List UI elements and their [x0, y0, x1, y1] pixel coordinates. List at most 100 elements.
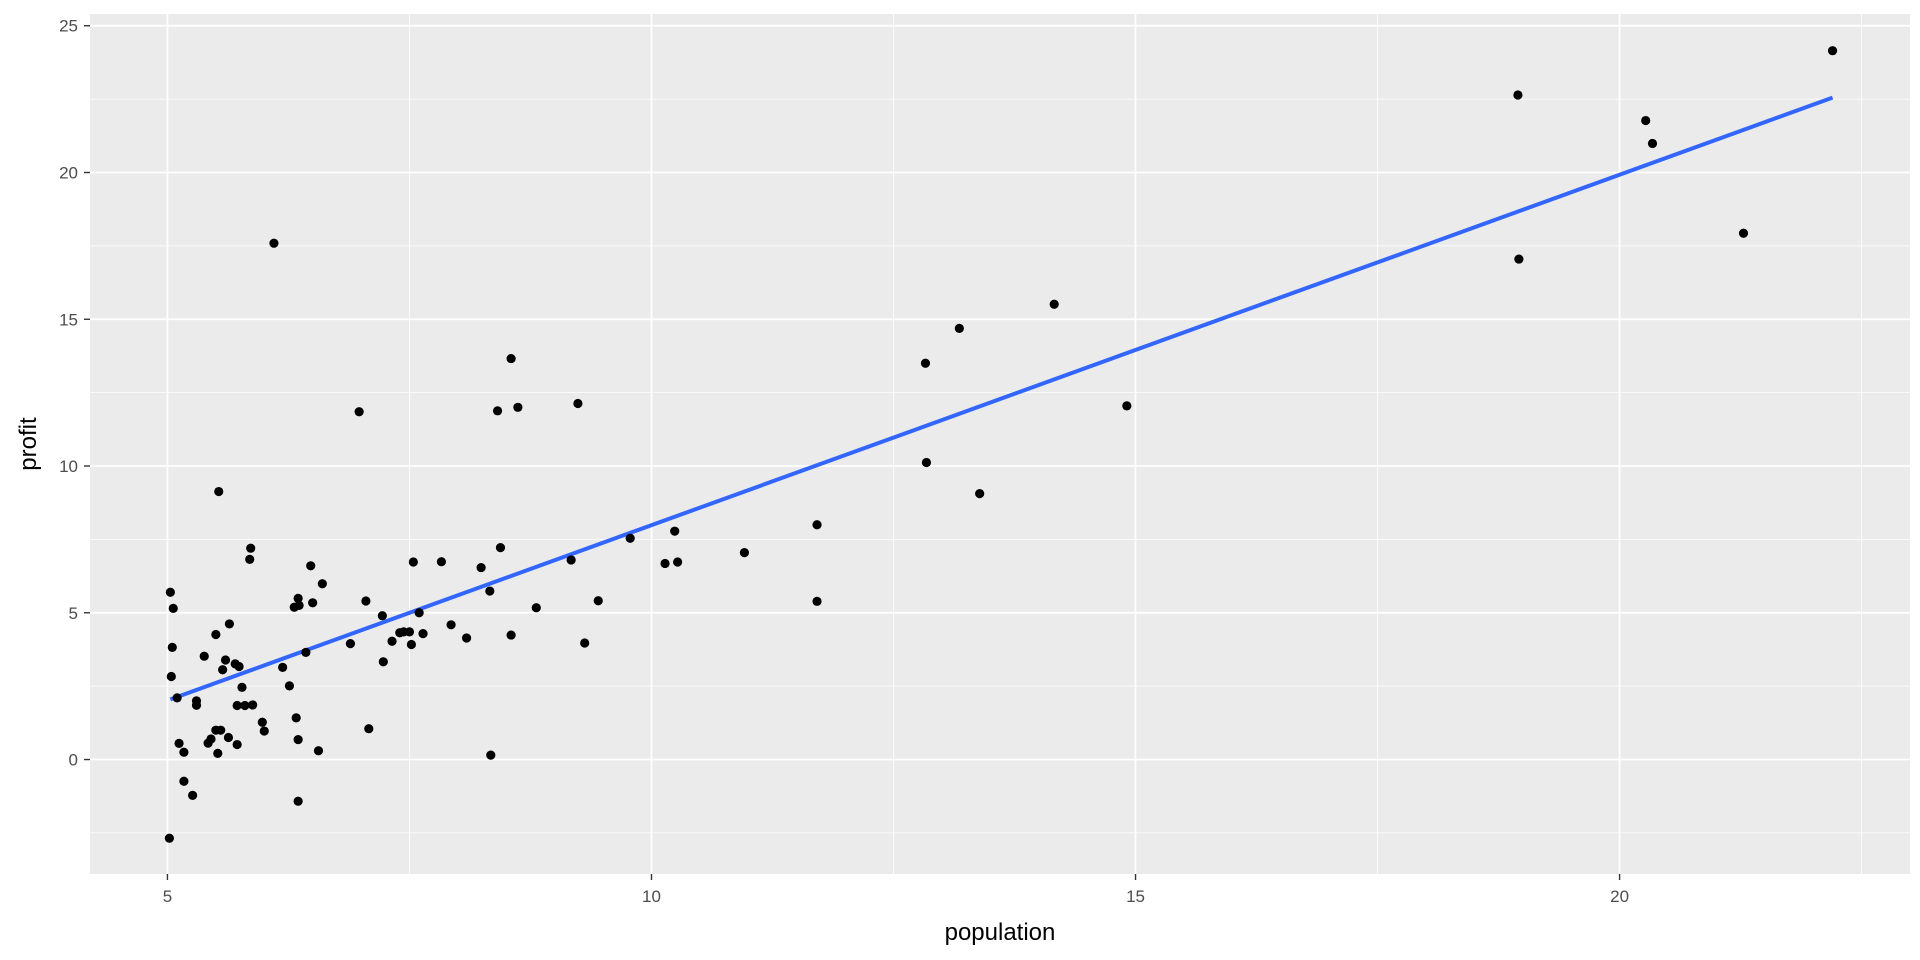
data-point: [166, 671, 176, 682]
data-point: [172, 693, 182, 703]
data-point: [301, 647, 311, 657]
data-point: [179, 776, 189, 786]
data-point: [361, 596, 371, 606]
x-tick-label: 10: [642, 887, 661, 906]
data-point: [293, 593, 303, 603]
plot-panel: [90, 14, 1910, 874]
data-point: [580, 638, 590, 648]
data-point: [206, 734, 216, 744]
y-tick-label: 10: [59, 457, 78, 476]
data-point: [220, 655, 231, 665]
data-point: [531, 603, 541, 613]
data-point: [165, 587, 175, 597]
data-point: [259, 726, 269, 736]
data-point: [406, 639, 417, 650]
data-point: [660, 558, 670, 569]
major-gridlines: [90, 14, 1910, 874]
data-point: [418, 629, 428, 639]
data-point: [191, 700, 202, 710]
data-point: [404, 627, 415, 637]
data-point: [199, 651, 209, 661]
data-point: [920, 358, 931, 368]
x-tick-label: 5: [163, 887, 172, 906]
minor-gridlines: [90, 14, 1910, 874]
data-point: [257, 717, 267, 727]
data-point: [216, 725, 226, 735]
data-point: [476, 562, 486, 573]
data-point: [218, 665, 228, 675]
x-tick-label: 20: [1610, 887, 1629, 906]
data-point: [313, 746, 324, 756]
data-point: [168, 603, 178, 613]
y-tick-label: 5: [69, 604, 78, 623]
x-tick-label: 15: [1126, 887, 1145, 906]
data-point: [179, 747, 189, 757]
data-point: [739, 548, 750, 558]
data-point: [269, 238, 279, 248]
data-point: [446, 620, 456, 630]
data-point: [1513, 90, 1523, 100]
data-point: [954, 323, 964, 333]
data-point: [214, 486, 224, 497]
data-point: [670, 526, 680, 536]
data-point: [240, 700, 250, 711]
data-point: [387, 636, 397, 646]
data-point: [345, 638, 356, 649]
data-point: [1827, 46, 1838, 56]
y-tick-label: 15: [59, 310, 78, 329]
data-point: [291, 713, 301, 723]
data-point: [593, 596, 603, 606]
data-point: [284, 681, 295, 691]
data-point: [485, 586, 495, 596]
data-point: [1738, 228, 1749, 238]
data-point: [293, 796, 303, 806]
y-axis-title: profit: [15, 417, 42, 471]
data-point: [211, 629, 221, 640]
data-point: [237, 682, 247, 692]
data-point: [673, 557, 683, 567]
data-point: [975, 489, 985, 499]
data-point: [188, 790, 198, 800]
data-point: [164, 833, 174, 843]
data-point: [167, 642, 177, 653]
data-point: [224, 619, 235, 629]
data-point: [246, 543, 256, 553]
data-point: [245, 554, 255, 564]
data-point: [223, 732, 234, 743]
data-point: [317, 579, 327, 589]
data-point: [293, 734, 303, 745]
x-axis: 5 10 15 20: [163, 874, 1629, 906]
data-point: [812, 596, 822, 606]
data-point: [232, 700, 242, 711]
data-point: [414, 608, 424, 618]
data-point: [461, 633, 472, 643]
trend-line-group: [169, 95, 1834, 702]
data-point: [812, 520, 822, 530]
data-point: [1647, 138, 1658, 149]
data-point: [506, 353, 516, 364]
data-point: [625, 533, 635, 543]
trend-line: [169, 95, 1834, 702]
data-point: [513, 402, 523, 412]
data-point: [495, 543, 506, 553]
data-point: [234, 661, 244, 672]
data-point: [921, 457, 932, 468]
data-point: [492, 406, 503, 416]
data-point: [354, 407, 364, 417]
y-tick-label: 25: [59, 17, 78, 36]
data-point: [308, 598, 318, 608]
data-point: [1514, 254, 1524, 264]
data-point: [566, 555, 576, 565]
data-point: [232, 739, 242, 750]
data-point: [364, 724, 374, 734]
data-point: [436, 557, 447, 567]
data-point: [174, 738, 184, 748]
y-axis: 0 5 10 15 20 25: [59, 17, 90, 770]
data-point: [213, 748, 223, 758]
y-tick-label: 20: [59, 163, 78, 182]
data-point: [306, 561, 316, 571]
data-point: [1122, 401, 1132, 411]
data-point: [377, 611, 387, 621]
data-point: [378, 657, 388, 667]
